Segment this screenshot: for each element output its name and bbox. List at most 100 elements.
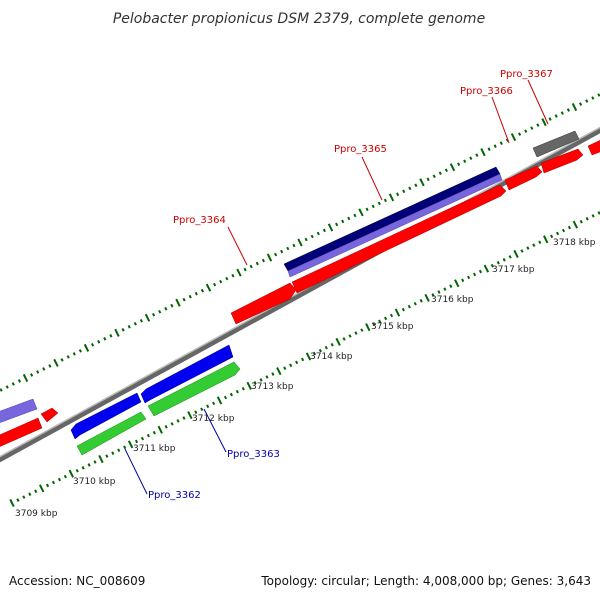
- minor-tick: [478, 269, 483, 274]
- minor-tick: [283, 366, 287, 371]
- minor-tick: [408, 186, 412, 191]
- minor-tick: [295, 360, 299, 365]
- minor-tick: [449, 284, 453, 288]
- scale-label: 3714 kbp: [310, 352, 353, 362]
- minor-tick: [133, 321, 137, 326]
- gene-arrow-red-right[interactable]: [540, 148, 584, 174]
- gene-arrow-ppro-3365-lavender[interactable]: [287, 173, 503, 278]
- minor-tick: [538, 240, 542, 245]
- genome-summary-text: Topology: circular; Length: 4,008,000 bp…: [261, 574, 591, 588]
- minor-tick: [219, 279, 223, 284]
- scale-label: 3716 kbp: [431, 295, 474, 305]
- minor-tick: [117, 448, 121, 453]
- gene-arrow-green-1[interactable]: [76, 411, 147, 456]
- minor-tick: [48, 364, 52, 368]
- major-tick: [449, 163, 456, 172]
- minor-tick: [146, 433, 150, 438]
- minor-tick: [231, 273, 235, 278]
- minor-tick: [66, 355, 70, 359]
- minor-tick: [286, 246, 290, 251]
- scale-label: 3709 kbp: [15, 509, 58, 519]
- minor-tick: [22, 495, 26, 499]
- scale-label: 3713 kbp: [251, 382, 294, 392]
- scale-label: 3711 kbp: [133, 444, 176, 454]
- minor-tick: [579, 219, 583, 224]
- minor-tick: [182, 416, 186, 420]
- minor-tick: [371, 204, 375, 209]
- minor-tick: [348, 334, 352, 338]
- gene-label-ppro-3366[interactable]: Ppro_3366: [460, 86, 513, 97]
- major-tick: [68, 469, 74, 478]
- minor-tick: [200, 288, 204, 293]
- minor-tick: [304, 237, 308, 242]
- major-tick: [388, 193, 395, 202]
- major-tick: [394, 308, 401, 317]
- major-tick: [127, 440, 134, 449]
- minor-tick: [105, 454, 109, 458]
- minor-tick: [597, 93, 600, 97]
- gene-arrow-ppro-3363[interactable]: [140, 344, 234, 404]
- scale-label: 3717 kbp: [492, 265, 535, 275]
- minor-tick: [28, 492, 32, 496]
- gene-arrow-red-edge[interactable]: [587, 138, 600, 156]
- minor-tick: [170, 422, 174, 426]
- minor-tick: [342, 337, 346, 341]
- minor-tick: [461, 278, 465, 283]
- gene-arrow-red-long[interactable]: [291, 184, 507, 294]
- upper-tick-track: [0, 93, 600, 392]
- major-tick: [419, 178, 425, 187]
- minor-tick: [164, 425, 168, 429]
- major-tick: [335, 337, 341, 346]
- minor-tick: [347, 216, 351, 221]
- minor-tick: [36, 370, 40, 374]
- gene-label-ppro-3363[interactable]: Ppro_3363: [227, 449, 280, 460]
- gene-arrow-red-partial[interactable]: [0, 417, 43, 447]
- gene-arrow-ppro-3366[interactable]: [504, 165, 543, 191]
- gene-arrow-ppro-3365-navy[interactable]: [283, 166, 501, 272]
- gene-label-ppro-3367[interactable]: Ppro_3367: [500, 69, 553, 80]
- major-tick: [266, 253, 273, 262]
- minor-tick: [341, 219, 345, 224]
- gene-arrow-lavender-partial[interactable]: [0, 398, 38, 423]
- minor-tick: [585, 99, 589, 103]
- minor-tick: [585, 217, 589, 221]
- minor-tick: [265, 375, 269, 379]
- minor-tick: [280, 249, 284, 254]
- minor-tick: [591, 214, 595, 218]
- minor-tick: [46, 483, 50, 488]
- minor-tick: [438, 171, 442, 176]
- minor-tick: [206, 404, 210, 409]
- major-tick: [216, 396, 223, 405]
- minor-tick: [176, 419, 180, 423]
- leader-lines: [124, 79, 549, 495]
- major-tick: [571, 103, 578, 112]
- major-tick: [22, 373, 29, 382]
- minor-tick: [111, 451, 115, 455]
- major-tick: [297, 238, 303, 247]
- minor-tick: [354, 331, 358, 335]
- major-tick: [365, 323, 371, 332]
- minor-tick: [17, 379, 21, 383]
- gene-label-ppro-3362[interactable]: Ppro_3362: [148, 490, 201, 501]
- minor-tick: [463, 159, 467, 164]
- minor-tick: [81, 466, 85, 470]
- minor-tick: [490, 263, 494, 268]
- minor-tick: [127, 324, 131, 329]
- major-tick: [424, 293, 430, 302]
- gene-arrow-green-2[interactable]: [147, 361, 241, 417]
- minor-tick: [401, 307, 405, 312]
- minor-tick: [170, 303, 174, 308]
- major-tick: [543, 235, 549, 244]
- minor-tick: [241, 386, 245, 391]
- gene-label-ppro-3365[interactable]: Ppro_3365: [334, 144, 387, 155]
- minor-tick: [475, 153, 479, 157]
- gene-arrow-red-small[interactable]: [40, 407, 59, 423]
- gene-arrow-ppro-3364[interactable]: [230, 282, 297, 325]
- gene-arrow-ppro-3367[interactable]: [532, 130, 580, 158]
- scale-label: 3710 kbp: [73, 477, 116, 487]
- minor-tick: [152, 312, 156, 317]
- gene-label-ppro-3364[interactable]: Ppro_3364: [173, 215, 226, 226]
- gene-arrow-ppro-3362[interactable]: [70, 392, 142, 440]
- minor-tick: [432, 174, 436, 179]
- major-tick: [358, 208, 364, 217]
